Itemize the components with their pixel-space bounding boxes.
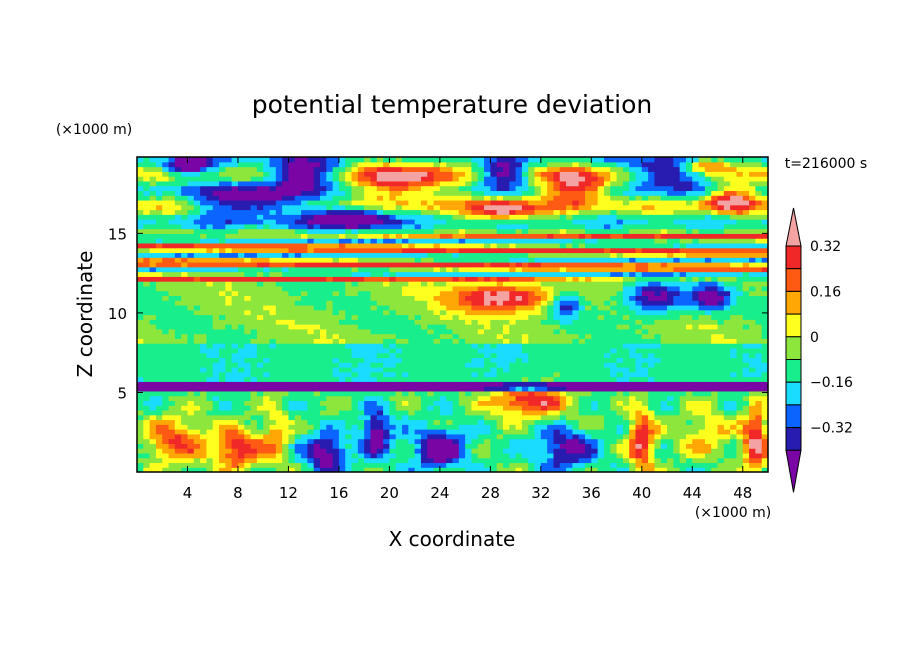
x-tick-label: 40 xyxy=(632,484,651,502)
x-tick-label: 12 xyxy=(279,484,298,502)
colorbar-tick-label: 0 xyxy=(810,330,819,346)
colorbar-extend-high xyxy=(785,207,802,247)
colorbar-swatch xyxy=(785,381,802,406)
x-tick-label: 48 xyxy=(733,484,752,502)
colorbar-tick-label: −0.32 xyxy=(810,421,853,437)
chart-title: potential temperature deviation xyxy=(252,90,652,119)
colorbar-swatch xyxy=(785,336,802,360)
contour-field xyxy=(137,157,768,472)
y-tick-label: 10 xyxy=(108,305,127,323)
y-tick-label: 15 xyxy=(108,225,127,243)
colorbar-swatch xyxy=(785,404,802,429)
x-tick-label: 24 xyxy=(430,484,449,502)
x-axis: 4 8 12 16 20 24 28 32 36 40 44 48 xyxy=(183,157,752,502)
colorbar-swatch xyxy=(785,427,802,451)
y-axis: 5 10 15 xyxy=(108,225,768,402)
x-tick-label: 4 xyxy=(183,484,193,502)
y-unit-label: (×1000 m) xyxy=(56,122,132,138)
colorbar: 0.32 0.16 0 −0.16 −0.32 xyxy=(785,207,853,493)
x-tick-label: 28 xyxy=(481,484,500,502)
y-axis-label: Z coordinate xyxy=(73,251,97,378)
x-tick-label: 36 xyxy=(582,484,601,502)
y-tick-label: 5 xyxy=(117,384,127,402)
x-tick-label: 32 xyxy=(531,484,550,502)
colorbar-tick-label: −0.16 xyxy=(810,375,853,391)
colorbar-extend-low xyxy=(785,449,802,493)
colorbar-swatch xyxy=(785,359,802,383)
colorbar-swatch xyxy=(785,290,802,315)
x-unit-label: (×1000 m) xyxy=(695,505,771,521)
colorbar-swatch xyxy=(785,245,802,270)
colorbar-tick-label: 0.32 xyxy=(810,239,841,255)
plot-frame xyxy=(136,156,769,473)
time-label: t=216000 s xyxy=(785,156,867,172)
colorbar-tick-label: 0.16 xyxy=(810,284,841,300)
x-axis-label: X coordinate xyxy=(389,527,516,551)
colorbar-swatch xyxy=(785,268,802,292)
x-tick-label: 20 xyxy=(380,484,399,502)
colorbar-swatch xyxy=(785,313,802,338)
x-tick-label: 44 xyxy=(683,484,702,502)
x-tick-label: 8 xyxy=(233,484,243,502)
x-tick-label: 16 xyxy=(329,484,348,502)
